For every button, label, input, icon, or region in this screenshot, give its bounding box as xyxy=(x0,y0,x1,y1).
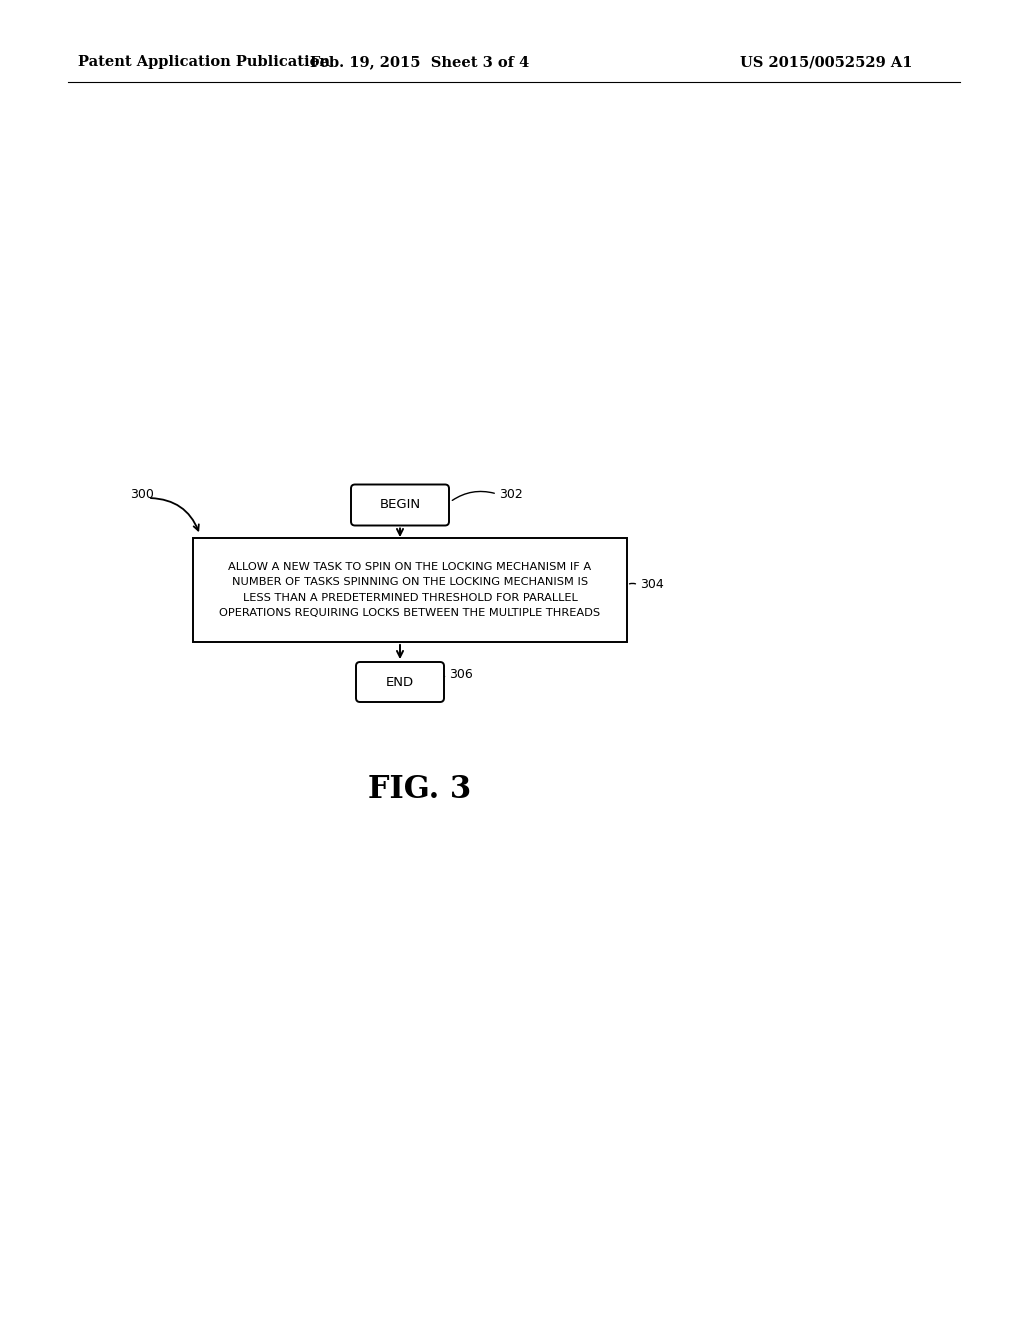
Text: Patent Application Publication: Patent Application Publication xyxy=(78,55,330,69)
Text: 306: 306 xyxy=(449,668,473,681)
Text: US 2015/0052529 A1: US 2015/0052529 A1 xyxy=(740,55,912,69)
Text: 302: 302 xyxy=(499,487,522,500)
Text: Feb. 19, 2015  Sheet 3 of 4: Feb. 19, 2015 Sheet 3 of 4 xyxy=(310,55,529,69)
FancyBboxPatch shape xyxy=(356,663,444,702)
FancyBboxPatch shape xyxy=(351,484,449,525)
Text: 300: 300 xyxy=(130,488,154,502)
Text: BEGIN: BEGIN xyxy=(380,499,421,511)
Text: FIG. 3: FIG. 3 xyxy=(369,775,472,805)
FancyBboxPatch shape xyxy=(193,539,627,642)
Text: ALLOW A NEW TASK TO SPIN ON THE LOCKING MECHANISM IF A
NUMBER OF TASKS SPINNING : ALLOW A NEW TASK TO SPIN ON THE LOCKING … xyxy=(219,562,600,618)
Text: 304: 304 xyxy=(640,578,664,591)
Text: END: END xyxy=(386,676,414,689)
